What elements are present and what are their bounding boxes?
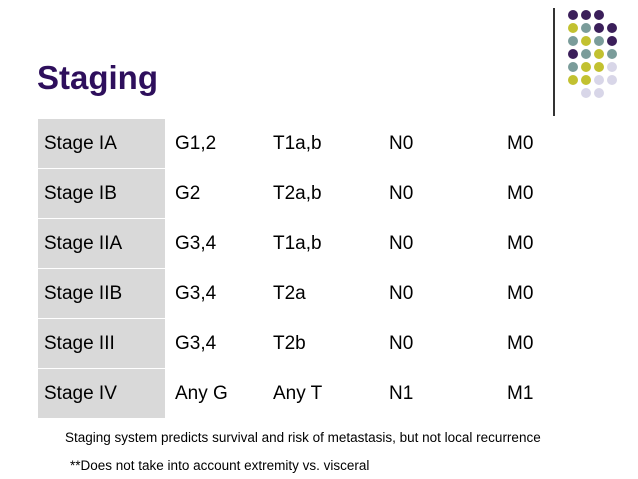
dot-purple [568,10,578,20]
decorative-vertical-rule [553,8,555,116]
metastasis-cell: M0 [504,168,597,219]
dot-teal [581,23,591,33]
grade-cell: Any G [166,368,271,419]
dot-olive [581,75,591,85]
node-cell: N0 [383,268,504,319]
dot-purple [568,49,578,59]
dot-olive [581,36,591,46]
node-cell: N0 [383,119,504,169]
node-cell: N0 [383,318,504,369]
dot-lavender [594,75,604,85]
note-survival: Staging system predicts survival and ris… [65,430,541,445]
table-row: Stage IA G1,2 T1a,b N0 M0 [38,119,597,169]
stage-cell: Stage IB [38,168,167,219]
metastasis-cell: M0 [504,119,597,169]
dot-teal [568,62,578,72]
dot-purple [594,10,604,20]
node-cell: N1 [383,368,504,419]
table-row: Stage III G3,4 T2b N0 M0 [38,318,597,369]
staging-table: Stage IA G1,2 T1a,b N0 M0 Stage IB G2 T2… [38,119,597,419]
dot-teal [581,49,591,59]
table-row: Stage IIB G3,4 T2a N0 M0 [38,268,597,319]
dot-teal [594,36,604,46]
dot-olive [581,62,591,72]
note-extremity: **Does not take into account extremity v… [70,458,370,473]
dot-olive [594,49,604,59]
dot-purple [581,10,591,20]
grade-cell: G3,4 [166,318,271,369]
slide-title: Staging [37,59,158,96]
tumor-cell: T2a,b [271,168,383,219]
dot-lavender [607,75,617,85]
grade-cell: G3,4 [166,218,271,269]
dot-purple [607,23,617,33]
tumor-cell: T1a,b [271,218,383,269]
stage-cell: Stage IA [38,119,167,169]
dot-olive [594,62,604,72]
stage-cell: Stage IIB [38,268,167,319]
dot-teal [607,49,617,59]
grade-cell: G1,2 [166,119,271,169]
stage-cell: Stage III [38,318,167,369]
node-cell: N0 [383,168,504,219]
dot-lavender [607,62,617,72]
dot-teal [568,36,578,46]
dot-lavender [581,88,591,98]
tumor-cell: T2b [271,318,383,369]
grade-cell: G2 [166,168,271,219]
stage-cell: Stage IIA [38,218,167,269]
table-row: Stage IIA G3,4 T1a,b N0 M0 [38,218,597,269]
dot-purple [594,23,604,33]
table-row: Stage IB G2 T2a,b N0 M0 [38,168,597,219]
grade-cell: G3,4 [166,268,271,319]
stage-cell: Stage IV [38,368,167,419]
node-cell: N0 [383,218,504,269]
dot-olive [568,23,578,33]
metastasis-cell: M0 [504,318,597,369]
metastasis-cell: M0 [504,268,597,319]
dot-purple [607,36,617,46]
dot-olive [568,75,578,85]
tumor-cell: T1a,b [271,119,383,169]
dot-lavender [594,88,604,98]
metastasis-cell: M0 [504,218,597,269]
tumor-cell: Any T [271,368,383,419]
table-row: Stage IV Any G Any T N1 M1 [38,368,597,419]
metastasis-cell: M1 [504,368,597,419]
tumor-cell: T2a [271,268,383,319]
